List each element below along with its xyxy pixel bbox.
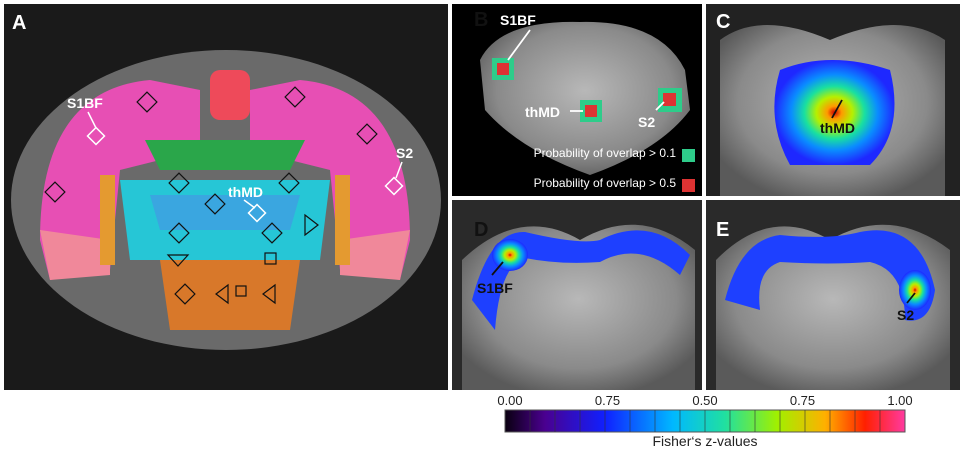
panel-c: C thMD <box>706 4 960 196</box>
panel-label: D <box>474 219 488 241</box>
colorbar-tick-label: 1.00 <box>887 393 912 408</box>
annotation: S1BF <box>67 95 103 111</box>
annotation: S1BF <box>477 280 513 296</box>
colorbar-tick-label: 0.75 <box>790 393 815 408</box>
annotation: S2 <box>638 114 655 130</box>
legend-swatch <box>682 179 695 192</box>
annotation: S2 <box>396 145 413 161</box>
colorbar-tick-label: 0.00 <box>497 393 522 408</box>
colorbar-title: Fisher‘s z-values <box>652 433 757 449</box>
panel-label: C <box>716 11 730 33</box>
legend-swatch <box>682 149 695 162</box>
panel-label: A <box>12 12 26 34</box>
legend-label: Probability of overlap > 0.5 <box>534 176 677 190</box>
panel-d: D S1BF <box>452 200 702 390</box>
colorbar-tick-label: 0.75 <box>595 393 620 408</box>
annotation: thMD <box>820 120 855 136</box>
annotation: thMD <box>228 184 263 200</box>
annotation: S2 <box>897 307 914 323</box>
colorbar-tick-label: 0.50 <box>692 393 717 408</box>
panel-label: B <box>474 9 488 31</box>
annotation: thMD <box>525 104 560 120</box>
colorbar: Fisher‘s z-values 0.00 0.75 0.50 0.75 1.00 <box>497 393 912 449</box>
panel-e: E S2 <box>706 200 960 390</box>
panel-label: E <box>716 219 729 241</box>
legend-label: Probability of overlap > 0.1 <box>534 146 677 160</box>
panel-a: A S1BF thMD S2 <box>4 4 448 390</box>
panel-b: B S1BF thMD S2 Probability of overlap > … <box>452 4 702 196</box>
annotation: S1BF <box>500 12 536 28</box>
